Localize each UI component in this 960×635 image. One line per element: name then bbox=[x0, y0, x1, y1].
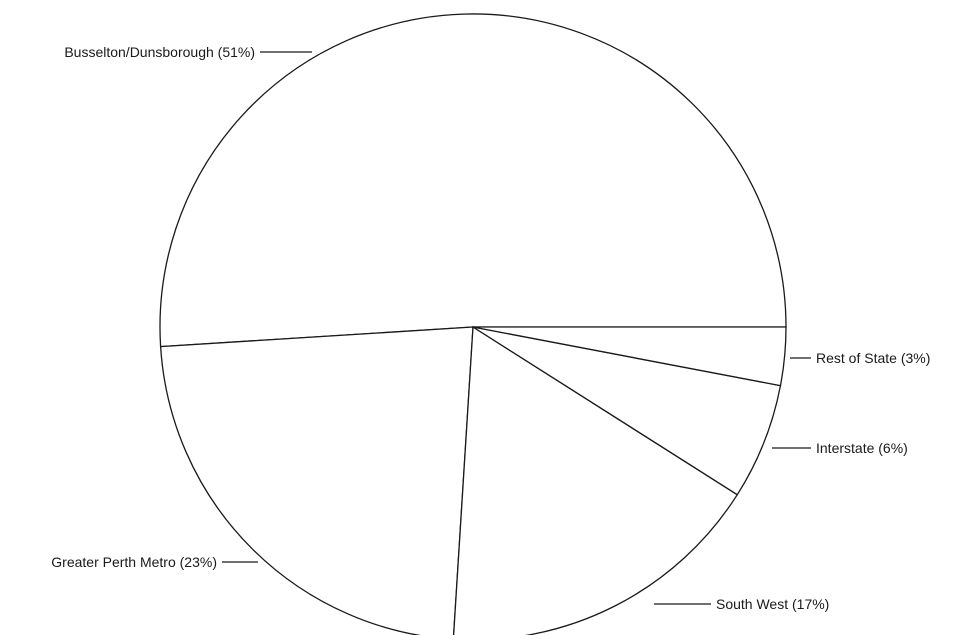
pie-slices bbox=[159, 13, 787, 635]
slice-label: Interstate (6%) bbox=[816, 440, 908, 456]
pie-slice-rest-of-state bbox=[472, 326, 787, 387]
pie-slice-south-west bbox=[452, 325, 739, 635]
slice-label: Rest of State (3%) bbox=[816, 350, 930, 366]
slice-label: Greater Perth Metro (23%) bbox=[51, 554, 217, 570]
slice-label: Busselton/Dunsborough (51%) bbox=[64, 44, 255, 60]
pie-labels: Busselton/Dunsborough (51%) Greater Perth… bbox=[51, 44, 930, 612]
slice-label: South West (17%) bbox=[716, 596, 829, 612]
pie-slice-greater-perth-metro bbox=[159, 326, 474, 635]
pie-slice-interstate bbox=[472, 326, 782, 496]
pie-slice-busselton-dunsborough bbox=[159, 13, 787, 348]
